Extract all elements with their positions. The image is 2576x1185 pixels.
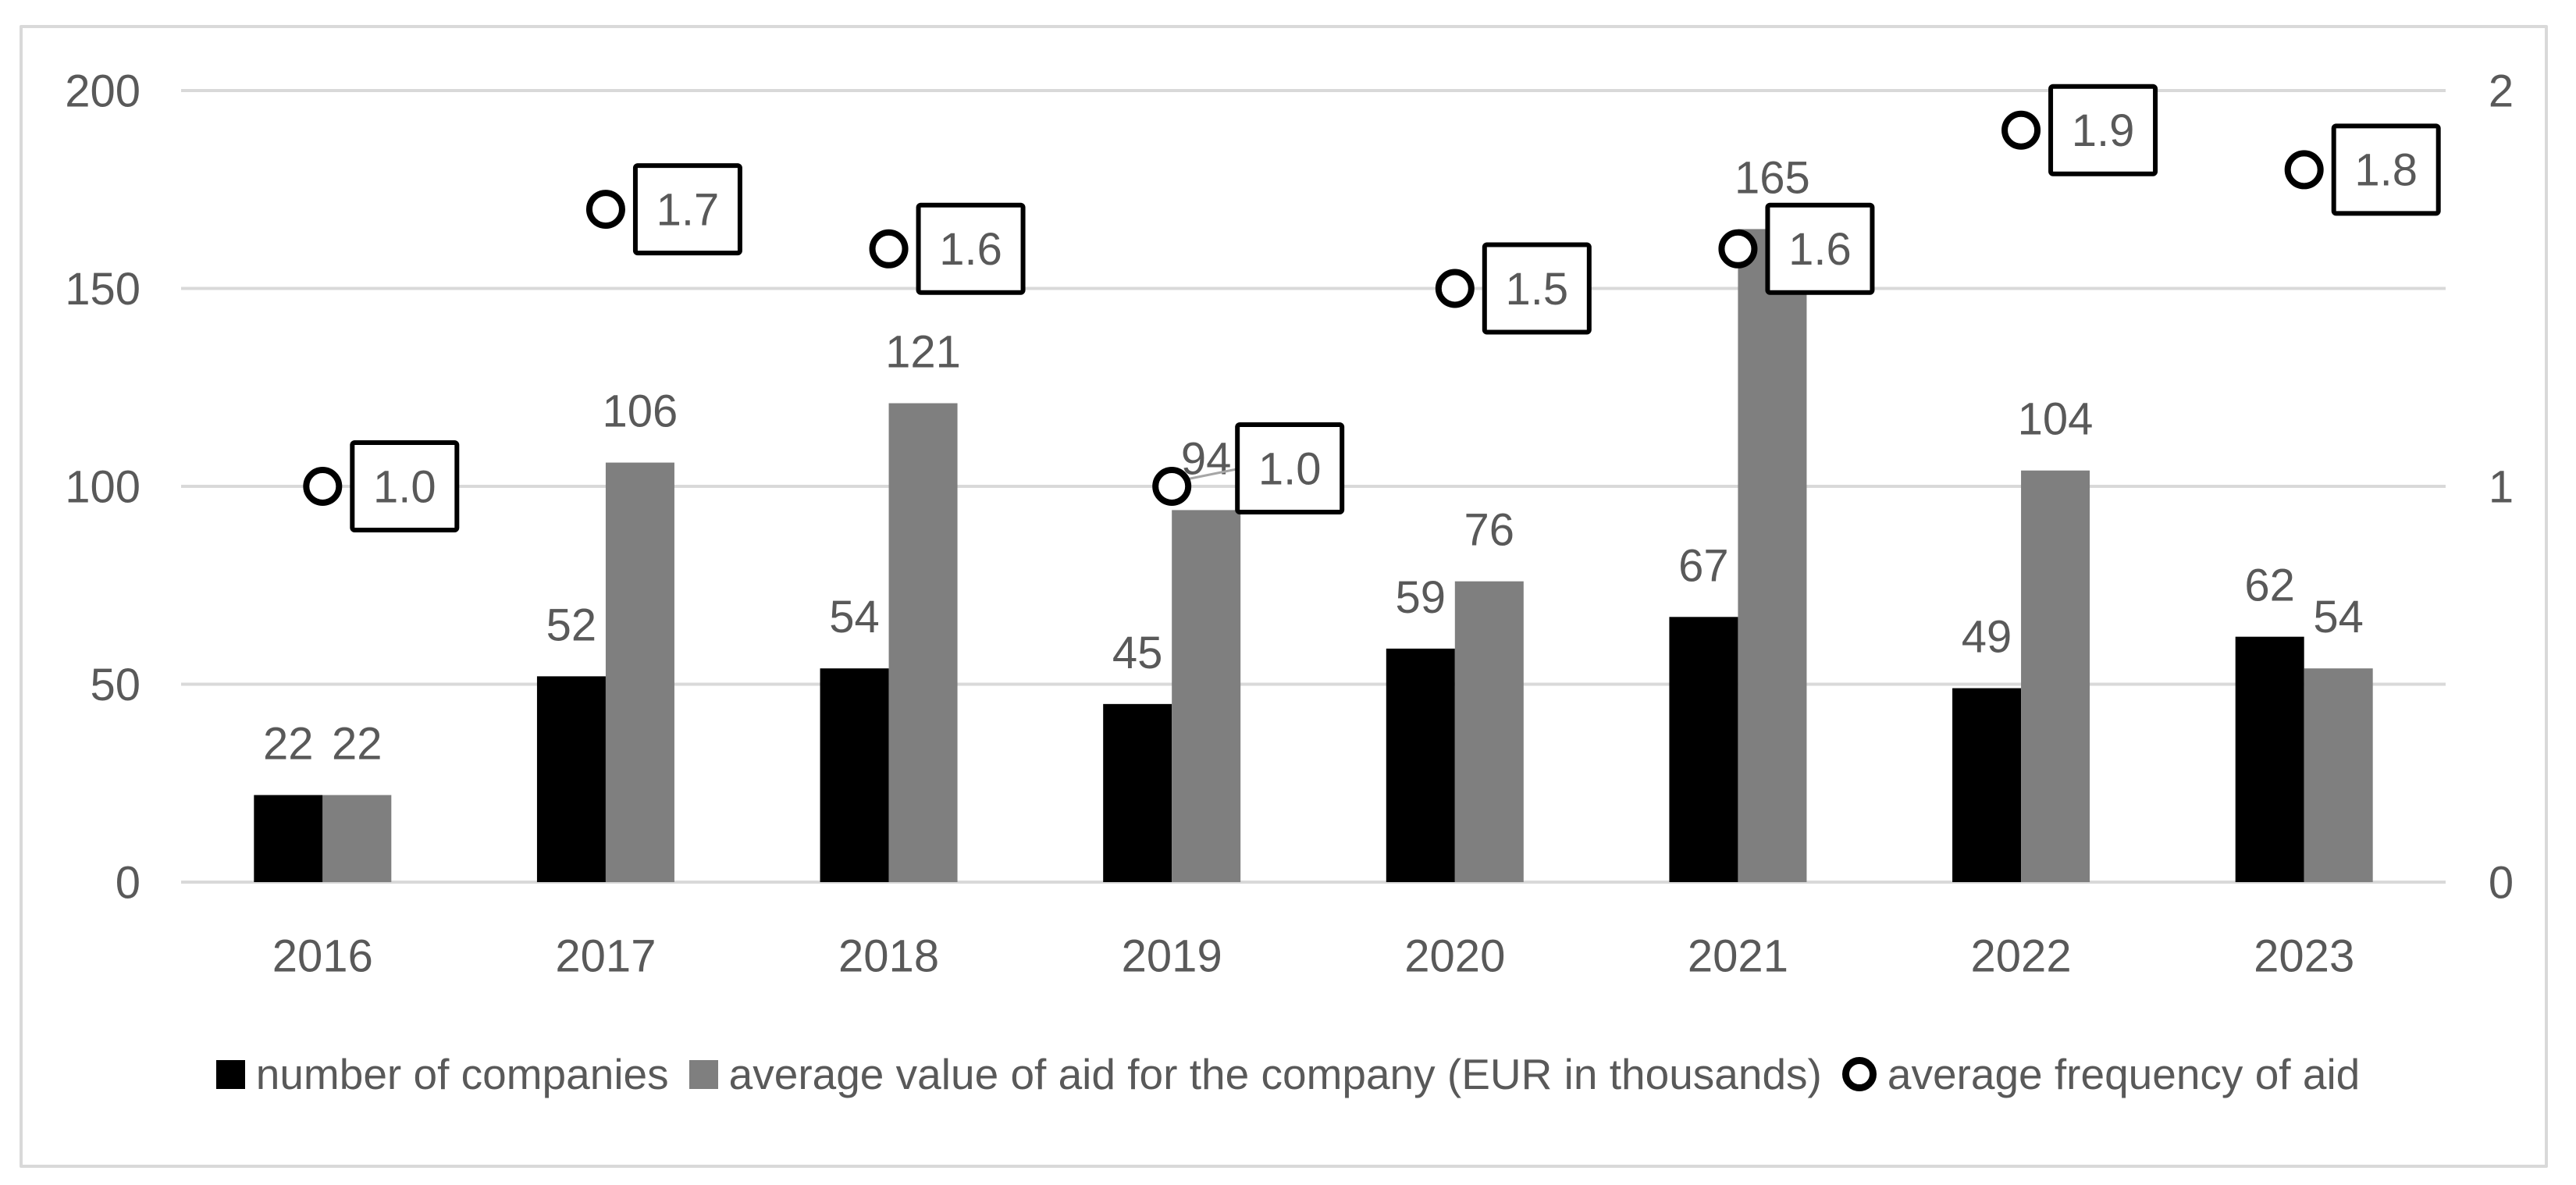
frequency-label-box	[2331, 123, 2441, 216]
bar-value-label: 45	[1112, 628, 1163, 678]
black-bar-swatch-icon	[215, 1059, 245, 1089]
frequency-marker-icon	[869, 229, 909, 269]
x-axis-label: 2023	[2254, 931, 2354, 981]
right-axis-tick-label: 0	[2489, 857, 2514, 908]
bar-value-label: 22	[263, 718, 314, 769]
bar-value-label: 121	[885, 327, 961, 378]
left-axis-tick-label: 100	[65, 461, 141, 512]
x-axis-label: 2016	[272, 931, 373, 981]
frequency-label: 1.9	[2072, 105, 2135, 156]
legend-label: average value of aid for the company (EU…	[728, 1050, 1822, 1098]
bar-value-label: 106	[603, 386, 678, 437]
open-circle-marker-icon	[1841, 1057, 1877, 1091]
bar-value-label: 22	[332, 718, 382, 769]
bar-value-label: 67	[1678, 540, 1729, 591]
frequency-marker-icon	[303, 467, 343, 506]
frequency-label: 1.6	[939, 224, 1002, 275]
bar-value-label: 104	[2018, 394, 2094, 445]
frequency-label-box	[632, 163, 742, 256]
frequency-label: 1.5	[1505, 264, 1568, 315]
frequency-label-box	[1235, 422, 1345, 514]
bar-value-label: 165	[1735, 152, 1810, 203]
bar-average-value	[1738, 229, 1807, 882]
bar-value-label: 54	[2313, 592, 2364, 642]
gray-bar-swatch-icon	[688, 1059, 718, 1089]
frequency-label: 1.8	[2354, 145, 2418, 196]
frequency-marker-icon	[585, 190, 625, 230]
bar-average-value	[2304, 668, 2373, 882]
left-axis-tick-label: 50	[90, 660, 141, 710]
frequency-label-box	[1482, 242, 1592, 335]
left-axis-tick-label: 0	[116, 857, 141, 908]
x-axis-label: 2019	[1122, 931, 1222, 981]
bar-number-of-companies	[1669, 617, 1738, 882]
bar-average-value	[888, 403, 958, 882]
bar-number-of-companies	[2235, 636, 2304, 882]
frequency-marker-icon	[2001, 110, 2041, 150]
bar-number-of-companies	[1386, 648, 1455, 882]
bar-value-label: 59	[1396, 572, 1446, 623]
bar-number-of-companies	[1103, 703, 1172, 882]
bar-value-label: 52	[546, 600, 597, 650]
frequency-label: 1.7	[656, 184, 720, 235]
frequency-label: 1.6	[1788, 224, 1852, 275]
frequency-label: 1.0	[1258, 443, 1322, 494]
bar-number-of-companies	[820, 668, 889, 882]
legend-item-number-of-companies: number of companies	[215, 1049, 669, 1099]
x-axis-label: 2017	[555, 931, 656, 981]
bar-value-label: 76	[1464, 505, 1515, 556]
frequency-label-box	[2048, 84, 2158, 176]
bar-average-value	[322, 795, 392, 882]
legend-item-average-frequency: average frequency of aid	[1841, 1049, 2361, 1099]
legend: number of companies average value of aid…	[0, 1044, 2576, 1104]
legend-item-average-value: average value of aid for the company (EU…	[688, 1049, 1822, 1099]
legend-label: average frequency of aid	[1887, 1050, 2361, 1098]
frequency-label-box	[350, 440, 460, 532]
right-axis-tick-label: 1	[2489, 461, 2514, 512]
frequency-label-box	[916, 202, 1026, 295]
bar-number-of-companies	[536, 676, 606, 882]
bar-number-of-companies	[254, 795, 323, 882]
frequency-label: 1.0	[373, 461, 436, 512]
legend-label: number of companies	[255, 1050, 669, 1098]
bar-value-label: 62	[2244, 560, 2295, 611]
bar-value-label: 49	[1962, 612, 2012, 663]
bar-average-value	[605, 462, 674, 882]
right-axis-tick-label: 2	[2489, 66, 2514, 116]
frequency-marker-icon	[1718, 229, 1758, 269]
left-axis-tick-label: 150	[65, 264, 141, 315]
bar-number-of-companies	[1952, 688, 2022, 882]
x-axis-label: 2021	[1688, 931, 1788, 981]
x-axis-label: 2020	[1404, 931, 1505, 981]
leader-line	[1182, 467, 1241, 482]
frequency-label-box	[1765, 202, 1875, 295]
frequency-marker-icon	[1435, 269, 1475, 308]
bar-average-value	[2021, 470, 2090, 882]
left-axis-tick-label: 200	[65, 66, 141, 116]
frequency-marker-icon	[1152, 467, 1192, 506]
x-axis-label: 2022	[1971, 931, 2072, 981]
frequency-marker-icon	[2284, 150, 2324, 190]
bar-average-value	[1172, 510, 1241, 882]
bar-average-value	[1454, 581, 1524, 882]
x-axis-label: 2018	[838, 931, 939, 981]
bar-value-label: 54	[829, 592, 880, 642]
